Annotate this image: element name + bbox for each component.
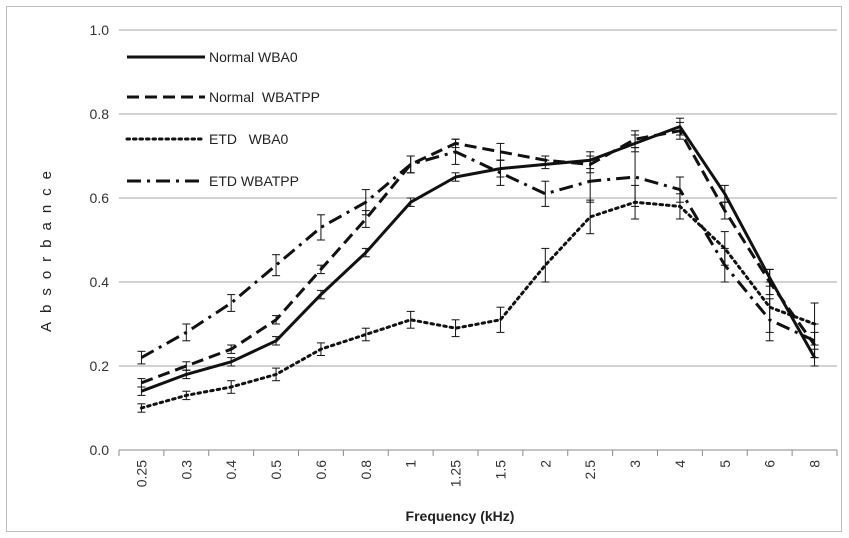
legend-label: Normal WBATPP [209,89,320,105]
error-bar [361,189,370,216]
error-bar [316,264,325,275]
error-bar [451,138,460,165]
error-bar [451,172,460,182]
error-bar [765,298,774,342]
legend-label: Normal WBA0 [209,49,298,65]
y-axis-ticks: 0.0 0.2 0.4 0.6 0.8 1.0 [90,22,110,458]
error-bar [451,319,460,338]
y-tick-label: 0.8 [90,106,110,122]
error-bar [541,155,550,165]
x-tick-label: 0.5 [268,460,284,480]
y-tick-label: 0.2 [90,358,110,374]
gridlines [119,29,837,451]
x-tick-label: 3 [627,460,643,468]
error-bar [406,197,415,207]
error-bar [272,336,281,346]
error-bar [361,327,370,342]
error-bar [137,378,146,388]
x-axis-ticks: 0.25 0.3 0.4 0.5 0.6 0.8 1 1.25 1.5 2 2.5 3 4 5 6 8 [118,450,838,487]
error-bar [272,315,281,325]
series-line [140,125,816,393]
series-dashed [137,121,819,388]
x-tick-label: 0.4 [223,460,239,480]
x-tick-label: 0.25 [133,460,149,487]
x-tick-label: 0.8 [358,460,374,480]
error-bar [227,344,236,354]
error-bar [541,247,550,283]
series-line [140,150,816,359]
error-bar [631,147,640,207]
error-bar [586,159,595,203]
x-tick-label: 2 [537,460,553,468]
series-dotted [137,184,819,413]
error-bar [720,201,729,220]
x-tick-label: 5 [717,460,733,468]
x-tick-label: 0.6 [313,460,329,480]
series-line [140,129,816,385]
error-bar [675,121,684,140]
chart-frame: 0.0 0.2 0.4 0.6 0.8 1.0 0.25 0.3 0.4 0.5 0.6 0.8 1 1… [6,6,842,532]
line-chart: 0.0 0.2 0.4 0.6 0.8 1.0 0.25 0.3 0.4 0.5 0.6 0.8 1 1… [38,22,838,524]
y-tick-label: 0.4 [90,274,110,290]
error-bar [496,306,505,333]
error-bar [541,180,550,207]
error-bar [182,361,191,371]
error-bar [316,214,325,241]
x-tick-label: 1 [403,460,419,468]
series-group [137,117,819,413]
error-bar [182,390,191,401]
error-bar [406,155,415,174]
error-bar [720,247,729,283]
y-tick-label: 0.6 [90,190,110,206]
error-bar [810,323,819,359]
error-bar [361,247,370,258]
error-bar [496,159,505,186]
error-bar [316,342,325,356]
y-tick-label: 1.0 [90,22,110,38]
error-bar [316,289,325,300]
error-bar [227,380,236,394]
series-line [139,200,817,410]
legend-label: ETD WBATPP [209,173,299,189]
error-bar [406,310,415,329]
legend-label: ETD WBA0 [209,131,289,147]
x-axis-label: Frequency (kHz) [406,508,515,524]
x-tick-label: 1.5 [492,460,508,480]
error-bar [227,357,236,367]
series-solid [137,117,819,396]
x-tick-label: 8 [807,460,823,468]
y-axis-label: Absorbance [38,162,55,332]
x-tick-label: 0.3 [178,460,194,480]
series-dashdot [137,138,819,365]
error-bar [137,403,146,413]
error-bar [272,367,281,382]
error-bar [272,254,281,277]
x-tick-label: 4 [672,460,688,468]
x-tick-label: 2.5 [582,460,598,480]
x-tick-label: 1.25 [448,460,464,487]
x-tick-label: 6 [762,460,778,468]
legend: Normal WBA0 Normal WBATPP ETD WBA0 ETD WBAT… [125,49,320,189]
y-tick-label: 0.0 [90,442,110,458]
error-bar [137,350,146,365]
error-bar [227,294,236,312]
error-bar [675,176,684,203]
error-bar [182,323,191,342]
